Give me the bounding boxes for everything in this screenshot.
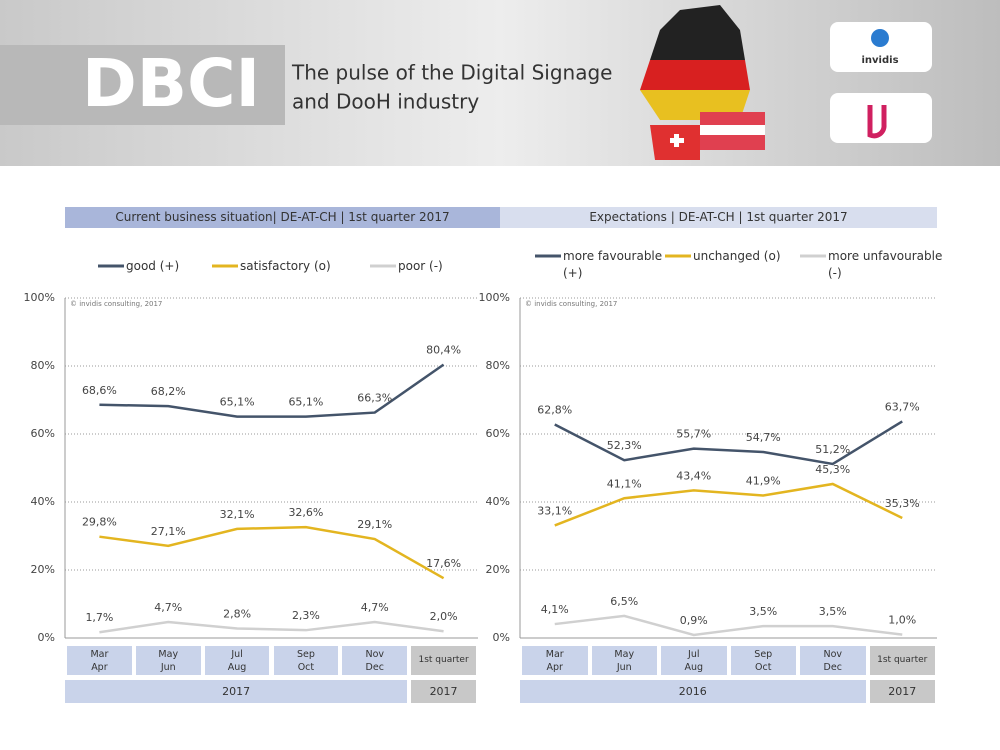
series-line [554, 420, 903, 466]
data-label: 0,9% [680, 614, 708, 627]
data-label: 1,0% [888, 614, 916, 627]
x-tick-label: Mar Apr [67, 646, 132, 675]
legend-label: poor (-) [398, 259, 443, 273]
y-tick-label: 60% [31, 427, 55, 440]
data-label: 33,1% [537, 504, 572, 517]
data-label: 55,7% [676, 428, 711, 441]
y-tick-label: 40% [486, 495, 510, 508]
data-label: 27,1% [151, 525, 186, 538]
group-label: 2017 [869, 680, 935, 703]
data-label: 2,3% [292, 609, 320, 622]
y-tick-label: 100% [479, 291, 510, 304]
sponsor-name: invidis [861, 55, 898, 66]
tagline: The pulse of the Digital Signage [291, 61, 612, 85]
group-label: 2017 [65, 680, 408, 703]
x-tick-label: Nov Dec [800, 646, 866, 675]
y-tick-label: 80% [486, 359, 510, 372]
series-line [554, 614, 903, 637]
y-tick-label: 80% [31, 359, 55, 372]
series-line [554, 482, 903, 527]
data-label: 41,1% [607, 477, 642, 490]
y-tick-label: 60% [486, 427, 510, 440]
data-label: 65,1% [288, 396, 323, 409]
group-label: 2017 [411, 680, 476, 703]
chart-title: Current business situation| DE-AT-CH | 1… [65, 207, 500, 228]
data-label: 35,3% [885, 497, 920, 510]
x-tick-label: 1st quarter [869, 646, 935, 675]
x-tick-label: May Jun [135, 646, 201, 675]
data-label: 41,9% [746, 475, 781, 488]
legend-label: satisfactory (o) [240, 259, 331, 273]
data-label: 6,5% [610, 595, 638, 608]
group-label: 2016 [520, 680, 866, 703]
data-label: 52,3% [607, 439, 642, 452]
sponsor-icon [871, 29, 889, 47]
sponsor-logo [830, 22, 932, 72]
x-tick-label: Jul Aug [204, 646, 270, 675]
legend-label: more unfavourable (-) [828, 249, 943, 280]
data-label: 17,6% [426, 557, 461, 570]
data-label: 68,6% [82, 384, 117, 397]
legend-label: more favourable (+) [563, 249, 663, 280]
data-label: 3,5% [749, 605, 777, 618]
data-label: 32,6% [288, 506, 323, 519]
data-label: 65,1% [220, 396, 255, 409]
y-tick-label: 20% [486, 563, 510, 576]
tagline: and DooH industry [292, 90, 479, 114]
map-graphic [640, 5, 765, 160]
logo-band [0, 45, 285, 125]
partner-logo [830, 93, 932, 143]
data-label: 2,8% [223, 607, 251, 620]
data-label: 68,2% [151, 385, 186, 398]
data-label: 63,7% [885, 400, 920, 413]
data-label: 4,7% [361, 601, 389, 614]
x-tick-label: May Jun [591, 646, 657, 675]
data-label: 51,2% [815, 443, 850, 456]
chart-title: Expectations | DE-AT-CH | 1st quarter 20… [500, 207, 937, 228]
y-tick-label: 0% [38, 631, 55, 644]
data-label: 29,1% [357, 518, 392, 531]
data-label: 32,1% [220, 508, 255, 521]
x-tick-label: Jul Aug [661, 646, 727, 675]
data-label: 2,0% [430, 610, 458, 623]
data-label: 29,8% [82, 516, 117, 529]
logo: DBCI [82, 45, 260, 122]
legend-label: unchanged (o) [693, 249, 781, 263]
x-tick-label: Sep Oct [273, 646, 339, 675]
data-label: 45,3% [815, 463, 850, 476]
data-label: 54,7% [746, 431, 781, 444]
y-tick-label: 40% [31, 495, 55, 508]
series-line [99, 363, 445, 418]
data-label: 62,8% [537, 403, 572, 416]
x-tick-label: Sep Oct [730, 646, 796, 675]
data-label: 4,7% [154, 601, 182, 614]
data-label: 4,1% [541, 603, 569, 616]
y-tick-label: 20% [31, 563, 55, 576]
x-tick-label: Nov Dec [342, 646, 408, 675]
x-tick-label: 1st quarter [411, 646, 476, 675]
series-line [99, 620, 444, 634]
x-tick-label: Mar Apr [522, 646, 588, 675]
data-label: 43,4% [676, 469, 711, 482]
partner-icon [867, 105, 887, 139]
y-tick-label: 0% [493, 631, 510, 644]
annotation: © invidis consulting, 2017 [525, 300, 617, 308]
data-label: 66,3% [357, 392, 392, 405]
y-tick-label: 100% [24, 291, 55, 304]
legend-label: good (+) [126, 259, 180, 273]
annotation: © invidis consulting, 2017 [70, 300, 162, 308]
data-label: 80,4% [426, 344, 461, 357]
data-label: 3,5% [819, 605, 847, 618]
series-line [99, 525, 445, 580]
data-label: 1,7% [85, 611, 113, 624]
